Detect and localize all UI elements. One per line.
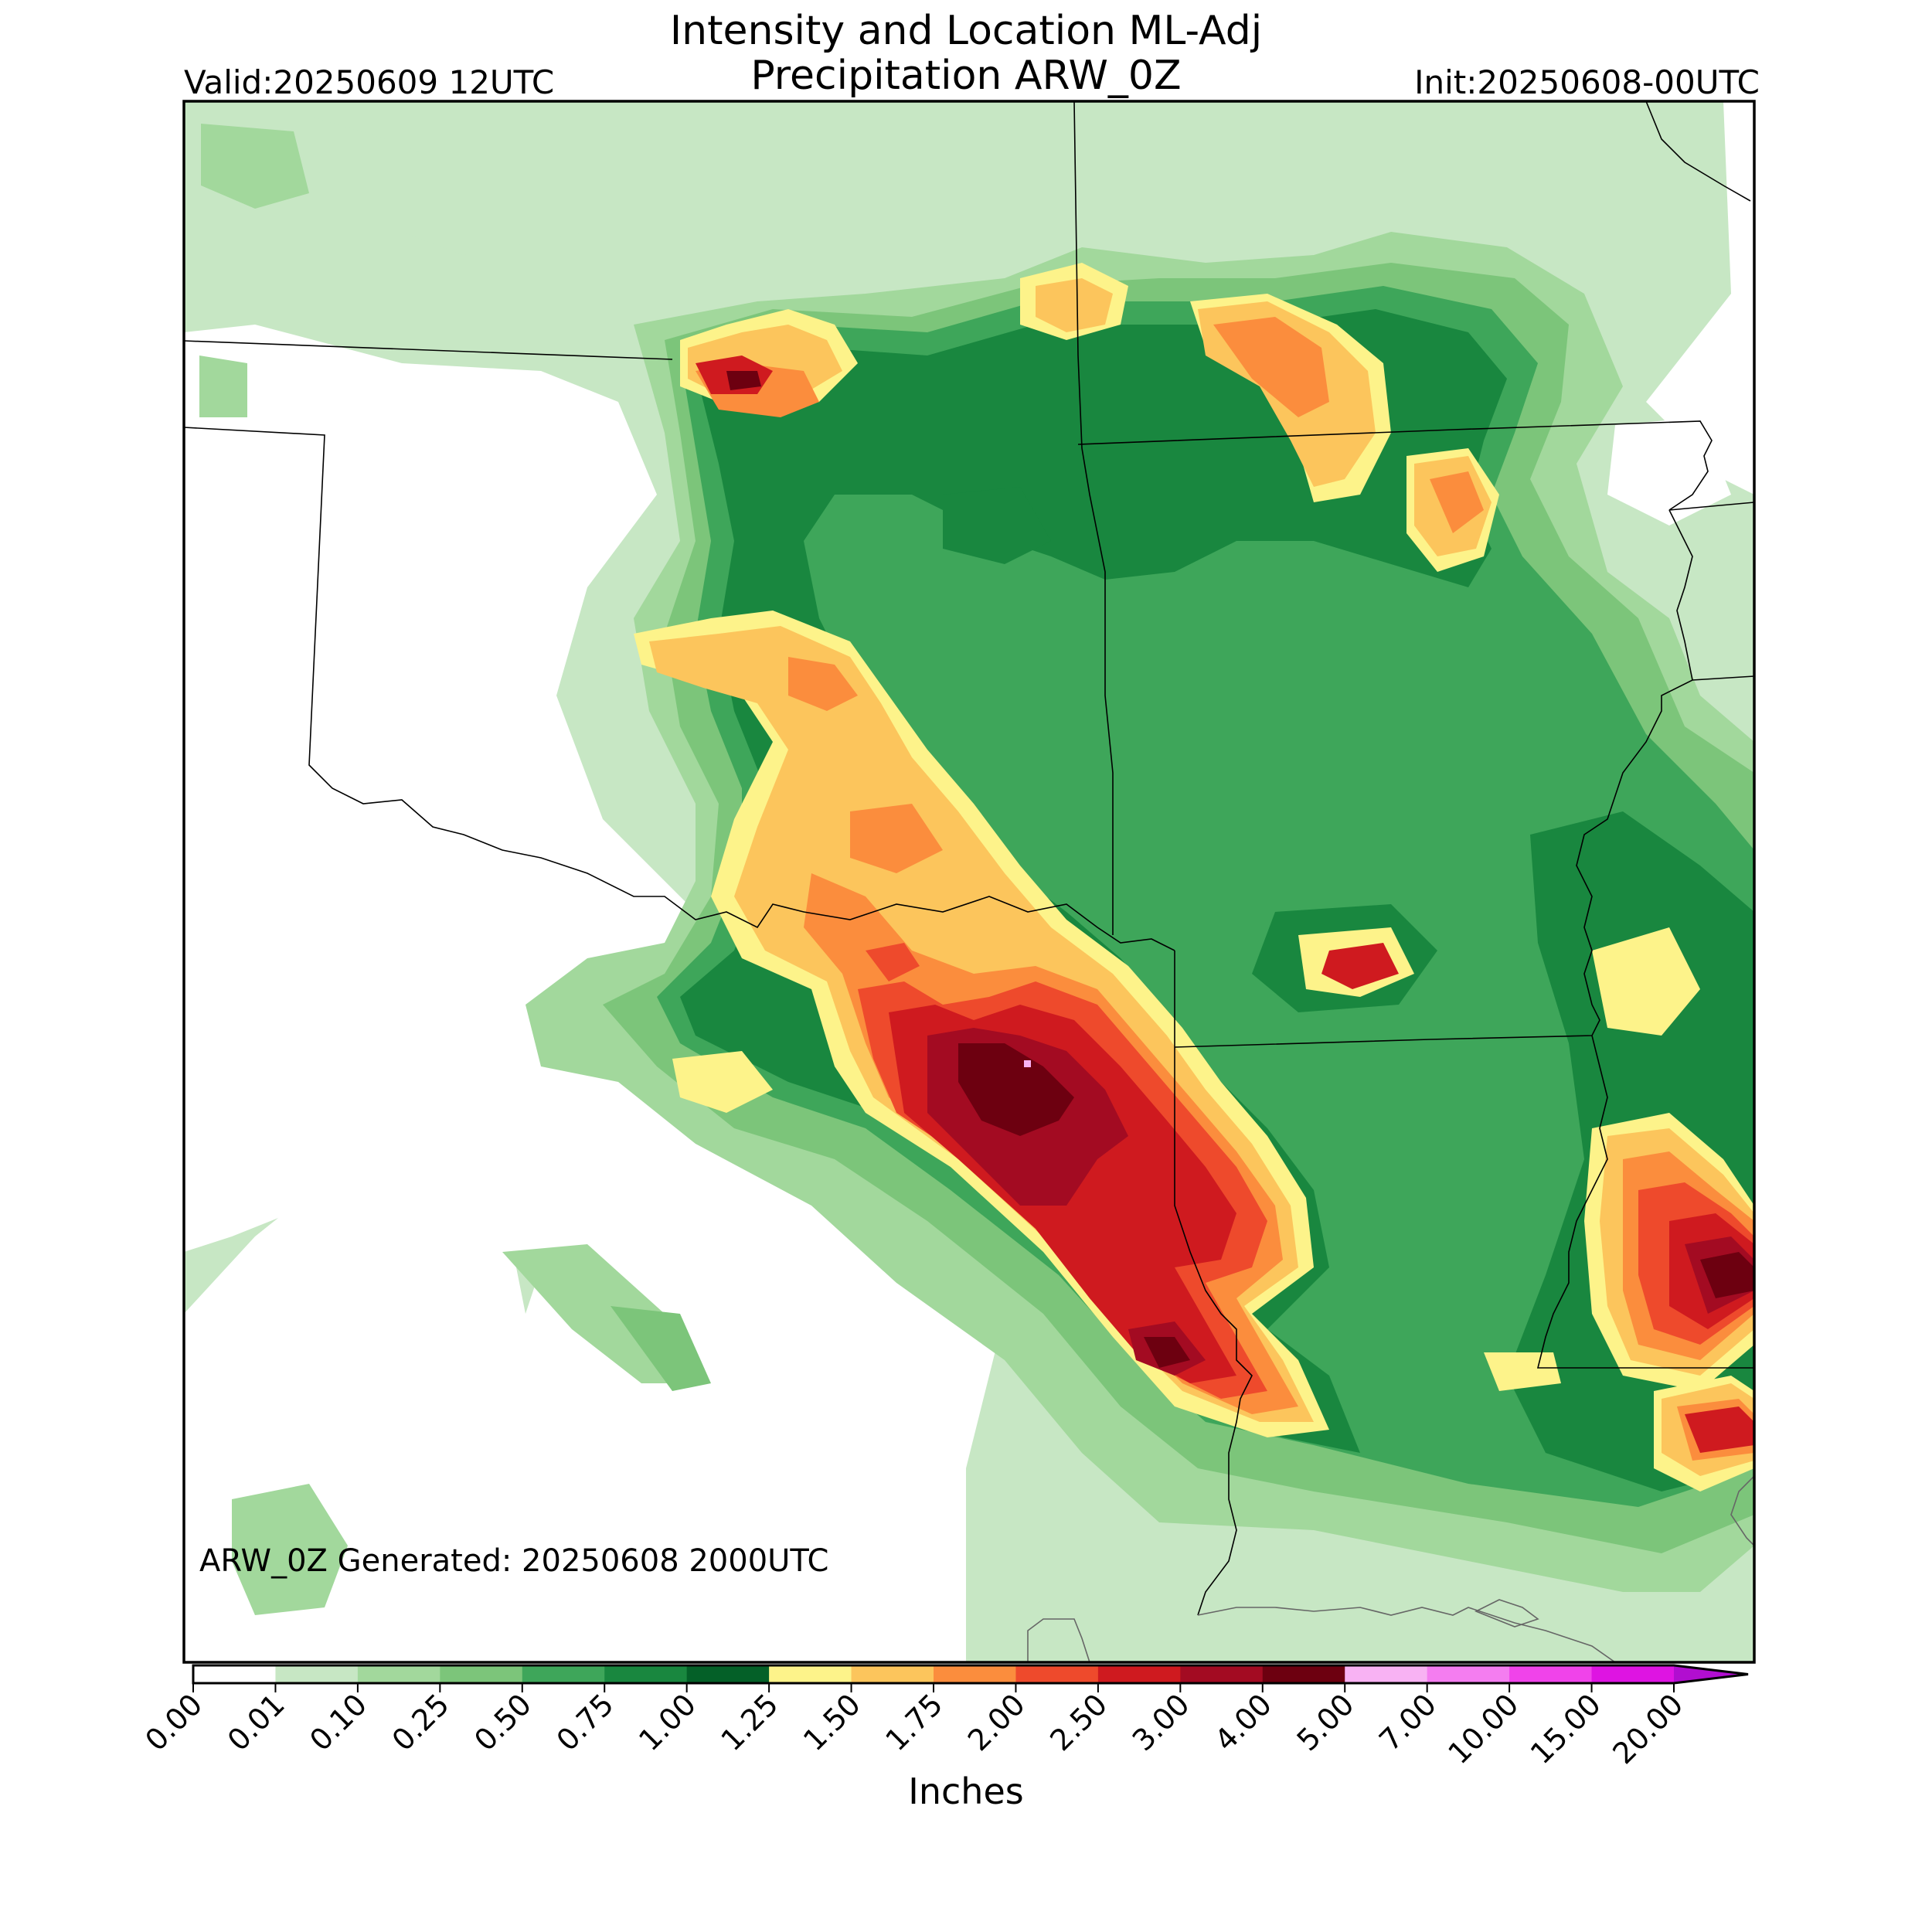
- coastline: [1027, 1475, 1754, 1662]
- colorbar-label: Inches: [908, 1770, 1024, 1812]
- colorbar-swatch: [1015, 1665, 1099, 1683]
- colorbar-tick-label: 1.00: [632, 1687, 702, 1757]
- colorbar: 0.00 0.01 0.10 0.25 0.50 0.75 1.00 1.25 1.50 1.75…: [138, 1664, 1749, 1770]
- colorbar-extend-arrow: [1674, 1665, 1748, 1683]
- colorbar-swatch: [275, 1665, 359, 1683]
- colorbar-swatch: [851, 1665, 934, 1683]
- colorbar-tick-label: 10.00: [1441, 1687, 1525, 1770]
- colorbar-swatch: [769, 1665, 852, 1683]
- precip-level-300: [726, 371, 1754, 1368]
- precip-level-400: [1024, 1060, 1031, 1067]
- valid-time-label: Valid:20250609 12UTC: [184, 63, 555, 101]
- colorbar-tick-label: 0.00: [138, 1687, 209, 1757]
- colorbar-tick-label: 1.75: [879, 1687, 949, 1757]
- state-borders: [184, 101, 1754, 1616]
- colorbar-swatch: [1180, 1665, 1264, 1683]
- map-title-line1: Intensity and Location ML-Adj: [669, 8, 1263, 54]
- precip-field: [184, 101, 1754, 1662]
- colorbar-tick-label: 1.25: [715, 1687, 785, 1757]
- colorbar-tick-label: 1.50: [797, 1687, 867, 1757]
- colorbar-swatch: [1345, 1665, 1428, 1683]
- colorbar-swatch: [934, 1665, 1016, 1683]
- map-title-line2: Precipitation ARW_0Z: [750, 53, 1182, 99]
- precip-level-050: [657, 286, 1754, 1507]
- colorbar-tick-label: 7.00: [1372, 1687, 1443, 1757]
- colorbar-tick-label: 0.50: [468, 1687, 538, 1757]
- colorbar-swatch: [686, 1665, 770, 1683]
- colorbar-tick-label: 2.50: [1043, 1687, 1114, 1757]
- map-frame: [182, 100, 1756, 1664]
- colorbar-swatch: [1097, 1665, 1181, 1683]
- colorbar-tick-label: 3.00: [1126, 1687, 1196, 1757]
- colorbar-tick-label: 15.00: [1524, 1687, 1607, 1770]
- colorbar-swatch: [1591, 1665, 1675, 1683]
- colorbar-tick-label: 0.25: [386, 1687, 456, 1757]
- colorbar-tick-label: 5.00: [1291, 1687, 1361, 1757]
- colorbar-swatch: [440, 1665, 523, 1683]
- colorbar-tick-label: 0.10: [303, 1687, 373, 1757]
- colorbar-swatch: [1509, 1665, 1593, 1683]
- generated-annotation: ARW_0Z Generated: 20250608 2000UTC: [199, 1543, 829, 1579]
- colorbar-tick-label: 0.01: [221, 1687, 291, 1757]
- colorbar-swatch: [357, 1665, 440, 1683]
- colorbar-swatch: [1427, 1665, 1510, 1683]
- colorbar-swatch: [193, 1665, 276, 1683]
- colorbar-outline: [192, 1664, 1749, 1685]
- colorbar-swatch: [604, 1665, 688, 1683]
- colorbar-swatch: [522, 1665, 605, 1683]
- colorbar-tick-label: 2.00: [961, 1687, 1032, 1757]
- colorbar-tick-label: 4.00: [1208, 1687, 1278, 1757]
- colorbar-swatch: [1262, 1665, 1345, 1683]
- init-time-label: Init:20250608-00UTC: [1414, 63, 1760, 101]
- colorbar-tick-label: 0.75: [550, 1687, 621, 1757]
- colorbar-tick-label: 20.00: [1606, 1687, 1689, 1770]
